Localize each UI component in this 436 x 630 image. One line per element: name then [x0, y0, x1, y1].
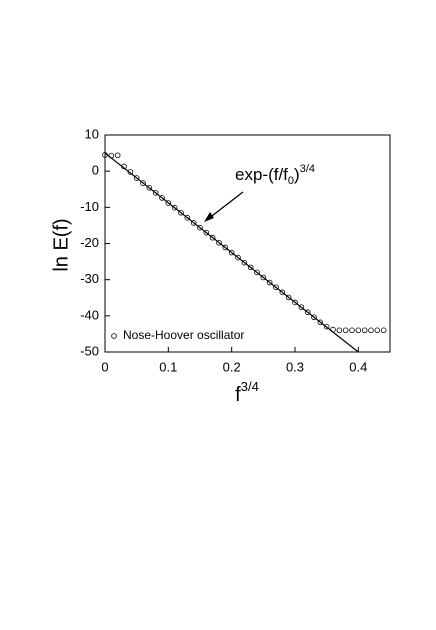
data-point: [121, 163, 127, 170]
data-point: [108, 152, 115, 159]
data-point: [114, 152, 121, 159]
data-point: [171, 204, 178, 211]
annotation-part: ): [294, 165, 300, 184]
annotation-arrowhead: [204, 212, 214, 222]
data-point: [216, 239, 222, 246]
data-point: [133, 175, 140, 181]
data-point: [222, 244, 229, 251]
data-point: [254, 269, 260, 276]
data-point: [197, 224, 203, 231]
annotation-sub: 0: [288, 175, 294, 187]
data-point: [235, 254, 241, 261]
data-point: [273, 284, 279, 291]
data-point: [285, 294, 292, 301]
y-tick-label: -30: [80, 271, 99, 286]
data-point: [102, 152, 108, 158]
data-point: [184, 215, 191, 221]
data-point: [361, 327, 368, 334]
data-point: [152, 190, 159, 196]
data-point: [374, 327, 381, 334]
x-tick-label: 0.4: [349, 359, 367, 374]
x-axis-label: f3/4: [235, 379, 259, 406]
x-tick-label: 0.1: [159, 359, 177, 374]
data-point: [140, 180, 146, 186]
fit-line: [104, 152, 359, 353]
data-point: [323, 323, 330, 330]
x-tick-label: 0.2: [223, 359, 241, 374]
data-point: [304, 309, 311, 316]
data-point: [349, 327, 355, 334]
data-point: [159, 195, 165, 201]
x-axis-label-base: f: [235, 384, 241, 406]
data-point: [165, 200, 172, 206]
data-point: [190, 220, 197, 226]
y-tick-label: 10: [85, 126, 99, 141]
data-point: [336, 327, 343, 334]
legend-marker: [111, 333, 117, 339]
data-point: [380, 327, 387, 334]
data-point: [298, 304, 305, 310]
data-point: [311, 314, 317, 321]
data-point: [317, 319, 324, 326]
data-point: [178, 209, 184, 216]
annotation-part: exp-(f/f: [235, 165, 288, 184]
annotation: exp-(f/f0)3/4: [235, 163, 315, 187]
annotation-arrow: [207, 191, 244, 220]
y-tick-label: -10: [80, 199, 99, 214]
data-point: [203, 229, 210, 236]
data-point: [260, 274, 267, 281]
y-tick-label: -40: [80, 307, 99, 322]
x-axis-label-sup: 3/4: [241, 379, 259, 394]
data-point: [368, 327, 374, 334]
data-point: [146, 185, 153, 191]
data-point: [241, 259, 248, 266]
y-tick-label: -50: [80, 343, 99, 358]
data-point: [355, 327, 362, 334]
y-axis-label: ln E(f): [50, 218, 72, 271]
data-point: [266, 279, 273, 286]
data-point: [228, 249, 235, 256]
data-point: [330, 326, 336, 333]
y-tick-label: 0: [92, 163, 99, 178]
annotation-sup: 3/4: [300, 163, 315, 175]
x-tick-label: 0: [101, 359, 108, 374]
data-point: [279, 289, 286, 296]
y-tick-label: -20: [80, 235, 99, 250]
data-point: [342, 327, 349, 334]
x-tick-label: 0.3: [286, 359, 304, 374]
legend-label: Nose-Hoover oscillator: [123, 328, 244, 342]
data-point: [247, 264, 254, 271]
data-point: [209, 234, 216, 241]
data-point: [127, 169, 134, 175]
data-point: [292, 299, 298, 306]
